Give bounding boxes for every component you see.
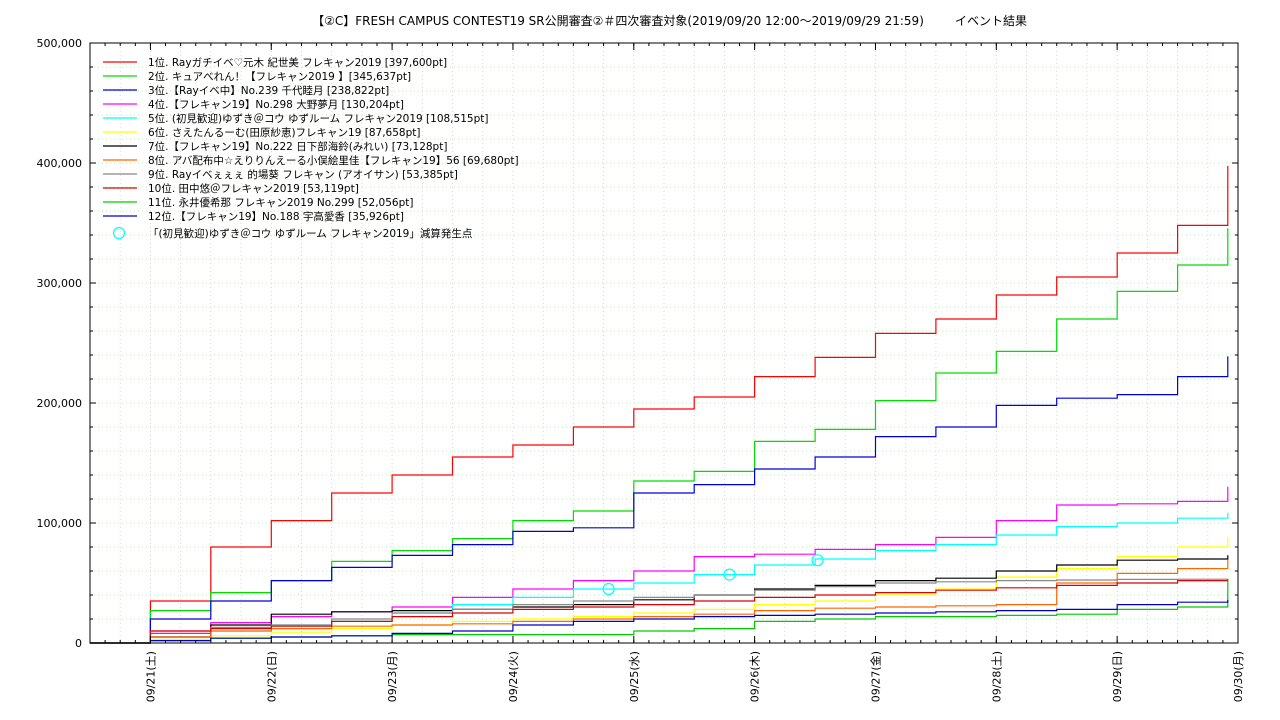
- legend-marker-entry: 「(初見歓迎)ゆずき＠コウ ゆずルーム フレキャン2019」減算発生点: [148, 227, 472, 240]
- legend-entry: 8位. アバ配布中☆えりりんえーる小俣絵里佳【フレキャン19】56 [69,68…: [148, 154, 519, 167]
- markers: [602, 554, 824, 596]
- grid: [89, 42, 1239, 644]
- y-tick-label: 300,000: [37, 277, 83, 290]
- x-tick-label: 09/21(土): [144, 651, 157, 702]
- legend-entry: 11位. 永井優希那 フレキャン2019 No.299 [52,056pt]: [148, 196, 413, 209]
- series-line-9: [90, 578, 1229, 644]
- marker-point: [602, 582, 615, 596]
- legend-entry: 5位. (初見歓迎)ゆずき＠コウ ゆずルーム フレキャン2019 [108,51…: [148, 112, 488, 125]
- series-line-10: [90, 579, 1229, 644]
- x-tick-label: 09/22(日): [265, 651, 278, 702]
- marker-point: [723, 568, 736, 581]
- series-line-12: [90, 599, 1229, 644]
- x-tick-label: 09/27(金): [868, 651, 882, 702]
- legend-entry: 12位.【フレキャン19】No.188 宇高愛香 [35,926pt]: [148, 210, 404, 223]
- legend-entry: 2位. キュアべれん！【フレキャン2019 】[345,637pt]: [148, 70, 411, 83]
- x-tick-label: 09/26(木): [749, 651, 762, 702]
- legend-entry: 6位. さえたんるーむ(田原紗恵)フレキャン19 [87,658pt]: [148, 126, 420, 139]
- legend-entry: 4位.【フレキャン19】No.298 大野夢月 [130,204pt]: [148, 98, 404, 111]
- series-lines: [90, 165, 1229, 644]
- legend-entry: 1位. Rayガチイベ♡元木 紀世美 フレキャン2019 [397,600pt]: [148, 56, 447, 69]
- x-tick-label: 09/30(月): [1232, 651, 1245, 702]
- y-tick-label: 0: [75, 637, 82, 650]
- legend-entry: 9位. Rayイベぇぇぇ 的場葵 フレキャン (アオイサン) [53,385pt…: [148, 168, 458, 181]
- axes: 0 100,000 200,000 300,000 400,000 500,000 09/2…: [37, 37, 1246, 702]
- series-line-4: [90, 486, 1229, 644]
- series-line-3: [90, 356, 1229, 644]
- y-tick-label: 400,000: [37, 157, 83, 170]
- legend: 1位. Rayガチイベ♡元木 紀世美 フレキャン2019 [397,600pt]…: [103, 56, 519, 240]
- series-line-7: [90, 555, 1229, 644]
- x-tick-label: 09/28(土): [990, 651, 1003, 702]
- marker-point: [811, 554, 824, 567]
- x-tick-label: 09/24(火): [507, 651, 520, 702]
- y-tick-label: 500,000: [37, 37, 83, 50]
- series-line-1: [90, 165, 1229, 644]
- y-tick-label: 100,000: [37, 517, 83, 530]
- y-tick-label: 200,000: [37, 397, 83, 410]
- legend-entry: 7位.【フレキャン19】No.222 日下部海鈴(みれい) [73,128pt]: [148, 140, 447, 153]
- x-tick-label: 09/29(日): [1111, 651, 1124, 702]
- chart-title-suffix: イベント結果: [955, 14, 1027, 28]
- legend-entry: 3位.【Rayイベ中】No.239 千代睦月 [238,822pt]: [148, 84, 389, 97]
- legend-marker-swatch: [112, 226, 126, 240]
- chart-title: 【②C】FRESH CAMPUS CONTEST19 SR公開審査②＃四次審査対…: [312, 13, 924, 28]
- legend-entry: 10位. 田中悠＠フレキャン2019 [53,119pt]: [148, 182, 359, 195]
- x-tick-label: 09/25(水): [628, 651, 641, 702]
- x-tick-label: 09/23(月): [386, 651, 399, 702]
